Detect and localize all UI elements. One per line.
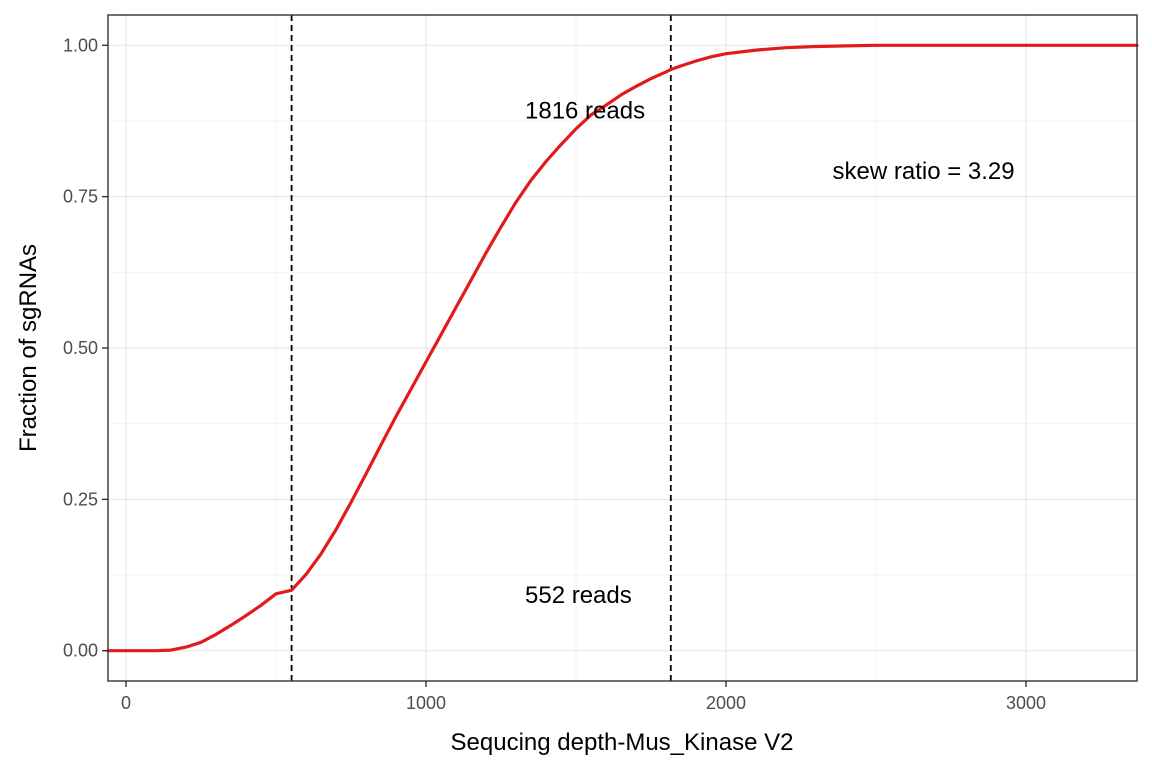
annotation-label: 1816 reads [525, 98, 645, 125]
y-tick-label: 0.25 [63, 489, 98, 509]
x-tick-label: 2000 [706, 693, 746, 713]
y-axis: 0.00 0.25 0.50 0.75 1.00 [63, 35, 108, 661]
y-tick-label: 1.00 [63, 35, 98, 55]
x-axis: 0 1000 2000 3000 [121, 681, 1046, 713]
series-layer [106, 43, 1139, 653]
annotation-label: 552 reads [525, 582, 632, 609]
y-tick-label: 0.50 [63, 338, 98, 358]
cumulative-fraction-line [106, 43, 1139, 653]
reference-lines [290, 15, 672, 681]
x-tick-label: 3000 [1006, 693, 1046, 713]
gridlines [108, 15, 1137, 681]
annotation-layer: 1816 reads 552 reads skew ratio = 3.29 [525, 98, 1015, 609]
y-tick-label: 0.00 [63, 641, 98, 661]
x-tick-label: 0 [121, 693, 131, 713]
x-axis-title: Sequcing depth-Mus_Kinase V2 [451, 729, 794, 756]
y-tick-label: 0.75 [63, 187, 98, 207]
x-tick-label: 1000 [406, 693, 446, 713]
y-axis-title: Fraction of sgRNAs [15, 244, 42, 452]
annotation-label: skew ratio = 3.29 [833, 158, 1015, 185]
